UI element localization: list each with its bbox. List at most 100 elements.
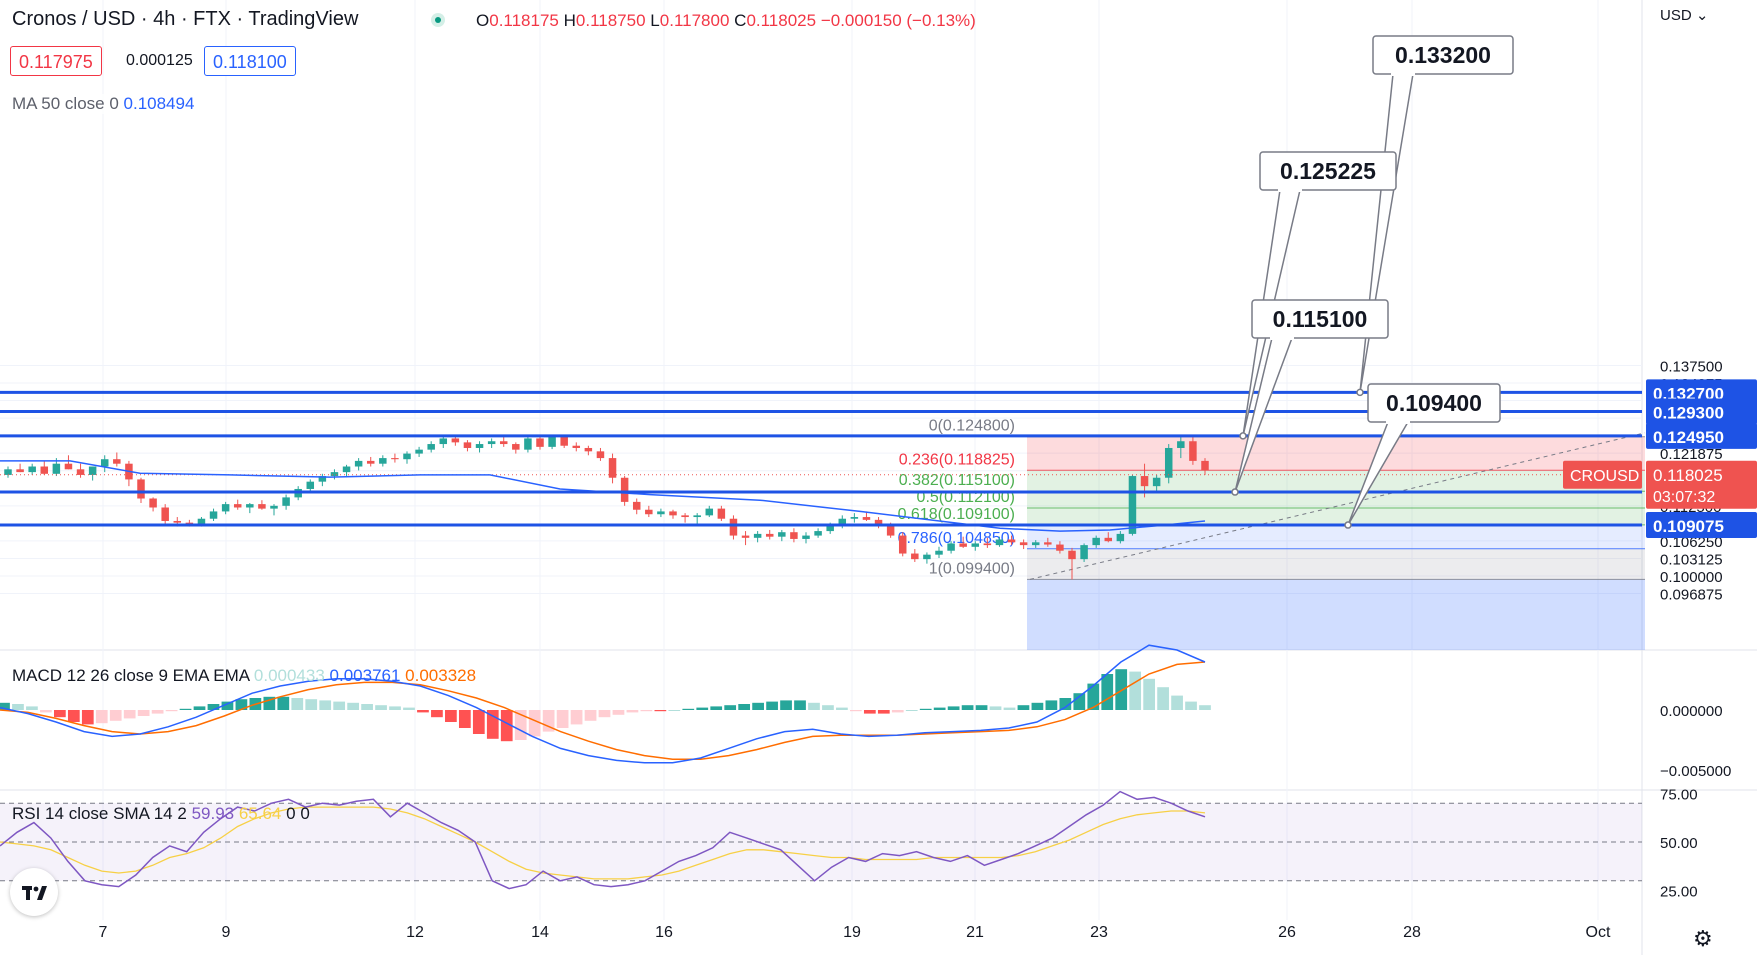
macd-signal-line	[0, 661, 1206, 760]
candle	[270, 504, 278, 516]
candle	[572, 442, 581, 452]
candle	[76, 463, 85, 478]
macd-histogram-bar	[738, 704, 751, 710]
fib-level-label: 0.382(0.115100)	[899, 472, 1015, 489]
macd-histogram-bar	[165, 710, 178, 712]
candle-body	[705, 508, 714, 516]
candle	[524, 436, 532, 453]
currency-selector[interactable]: USD ⌄	[1660, 6, 1708, 24]
level-price-tag: 0.124950	[1646, 422, 1757, 449]
candle	[1068, 547, 1076, 580]
change-value: −0.000150 (−0.13%)	[820, 11, 976, 30]
x-tick-label: 21	[966, 924, 984, 941]
market-open-icon	[431, 13, 445, 27]
tradingview-logo-shape	[22, 886, 47, 900]
macd-histogram-bar	[850, 710, 862, 712]
callout-label: 0.125225	[1280, 158, 1376, 184]
candle-body	[596, 451, 605, 459]
candle-body	[898, 535, 907, 554]
symbol-title[interactable]: Cronos / USD · 4h · FTX · TradingView	[12, 8, 359, 30]
buy-button[interactable]: 0.118100	[204, 46, 296, 76]
candle-body	[790, 532, 798, 539]
current-price-tag-bg	[1646, 460, 1757, 509]
rsi-extra-value-2: 0	[300, 804, 310, 823]
price-callout: 0.125225	[1239, 151, 1397, 440]
candle	[802, 532, 810, 544]
candle-body	[1164, 447, 1173, 478]
candle-body	[753, 533, 762, 538]
x-tick-label: Oct	[1586, 924, 1611, 941]
candle-body	[947, 543, 955, 551]
candle	[391, 453, 399, 463]
candle-body	[1152, 477, 1161, 487]
fib-level-label: 0(0.124800)	[929, 418, 1015, 435]
candle	[753, 531, 762, 543]
candle-body	[717, 508, 726, 519]
fib-zone-extension	[1027, 579, 1645, 650]
candle-body	[620, 477, 629, 502]
candle	[415, 446, 423, 457]
sell-button[interactable]: 0.117975	[10, 46, 102, 76]
candle-body	[923, 554, 931, 560]
rsi-extra-value-1: 0	[286, 804, 296, 823]
countdown-text: 03:07:32	[1653, 489, 1715, 506]
candle-body	[282, 497, 290, 506]
close-value: 0.118025	[746, 11, 817, 30]
macd-histogram-bar	[584, 710, 597, 721]
macd-histogram-bar	[417, 710, 429, 713]
candle	[596, 447, 605, 461]
candle	[729, 515, 738, 540]
candle-body	[584, 447, 593, 452]
candle-body	[669, 511, 677, 516]
callout-label: 0.109400	[1386, 390, 1482, 416]
candle-body	[1031, 542, 1040, 546]
level-tag-bg	[1646, 422, 1757, 449]
candle	[403, 451, 411, 464]
candle	[632, 498, 641, 515]
candle-body	[354, 460, 363, 467]
candle-body	[1080, 545, 1088, 560]
macd-histogram-bar	[919, 708, 932, 710]
fib-zone	[1027, 508, 1645, 525]
macd-histogram-bar	[109, 710, 122, 721]
macd-line-value: 0.003761	[329, 666, 401, 685]
rsi-legend[interactable]: RSI 14 close SMA 14 2 59.93 65.64 0 0	[12, 804, 310, 824]
tradingview-logo-icon[interactable]	[10, 868, 58, 916]
macd-legend[interactable]: MACD 12 26 close 9 EMA EMA 0.000433 0.00…	[12, 666, 476, 686]
rsi-y-tick-label: 75.00	[1660, 787, 1698, 804]
macd-histogram-bar	[654, 710, 667, 712]
rsi-y-tick-label: 50.00	[1660, 835, 1698, 852]
macd-histogram-bar	[1157, 687, 1169, 710]
candle-body	[40, 466, 49, 474]
macd-hist-value: 0.000433	[253, 666, 325, 685]
currency-label: USD	[1660, 7, 1692, 24]
candle-body	[1116, 533, 1125, 542]
candle-body	[233, 504, 242, 508]
macd-histogram-bar	[179, 708, 192, 710]
rsi-pane	[0, 790, 1642, 890]
x-tick-label: 28	[1403, 924, 1421, 941]
candle-body	[391, 458, 399, 460]
candle-body	[366, 460, 375, 464]
macd-histogram-bar	[123, 710, 136, 719]
candle	[898, 532, 907, 557]
candle-body	[1019, 542, 1028, 546]
candle-body	[415, 449, 423, 454]
macd-histogram-bar	[570, 710, 583, 725]
rsi-line	[0, 790, 1206, 890]
macd-histogram-bar	[95, 710, 108, 724]
candle	[717, 505, 726, 521]
macd-histogram-bar	[277, 696, 290, 710]
fib-level-label: 0.786(0.104850)	[898, 530, 1015, 547]
candle-body	[874, 519, 883, 526]
candle-body	[113, 459, 121, 464]
candle-body	[270, 505, 278, 509]
x-tick-label: 16	[655, 924, 673, 941]
candle	[1177, 434, 1185, 459]
gear-icon[interactable]: ⚙	[1693, 926, 1713, 951]
candle	[681, 513, 689, 523]
close-label: C	[734, 11, 747, 30]
ma-legend[interactable]: MA 50 close 0 0.108494	[12, 94, 195, 114]
candle	[850, 513, 859, 523]
